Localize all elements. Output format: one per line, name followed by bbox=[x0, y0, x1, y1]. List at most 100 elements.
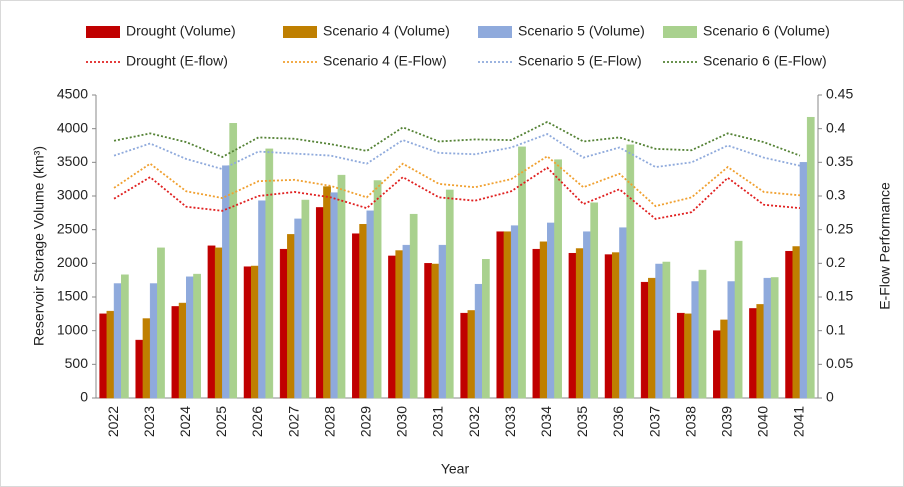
x-tick-label: 2035 bbox=[574, 406, 590, 437]
y-tick-label: 1500 bbox=[57, 288, 88, 304]
y2-tick-label: 0.15 bbox=[826, 288, 853, 304]
bar bbox=[178, 302, 187, 399]
y-tick-label: 0 bbox=[80, 389, 88, 405]
bar bbox=[431, 263, 440, 399]
x-tick-label: 2040 bbox=[755, 406, 771, 437]
bar bbox=[510, 225, 519, 399]
bar bbox=[655, 263, 664, 399]
y2-tick-label: 0.35 bbox=[826, 153, 853, 169]
line bbox=[113, 155, 801, 208]
bar bbox=[287, 234, 295, 399]
bar bbox=[720, 319, 729, 399]
bar bbox=[106, 310, 115, 399]
bar bbox=[142, 318, 151, 399]
bar bbox=[424, 263, 432, 399]
bar bbox=[785, 250, 793, 399]
x-tick-label: 2034 bbox=[538, 406, 554, 437]
bar bbox=[113, 283, 122, 399]
bar bbox=[149, 283, 158, 399]
legend-label: Scenario 4 (Volume) bbox=[323, 23, 450, 39]
bar bbox=[792, 246, 801, 399]
x-axis-label: Year bbox=[441, 461, 470, 477]
bar bbox=[243, 266, 252, 399]
y2-tick-label: 0.45 bbox=[826, 86, 853, 102]
x-tick-label: 2026 bbox=[249, 406, 265, 437]
legend-label: Scenario 4 (E-Flow) bbox=[323, 53, 447, 69]
y2-tick-label: 0 bbox=[826, 389, 834, 405]
bar bbox=[388, 255, 396, 399]
bar bbox=[799, 162, 808, 399]
y2-tick-label: 0.25 bbox=[826, 220, 853, 236]
line bbox=[113, 133, 801, 171]
bar bbox=[713, 330, 721, 399]
bar bbox=[402, 244, 411, 399]
y2-tick-label: 0.4 bbox=[826, 119, 846, 135]
x-tick-label: 2039 bbox=[718, 406, 734, 437]
bar bbox=[749, 308, 757, 399]
bar bbox=[186, 276, 194, 399]
y2-tick-label: 0.3 bbox=[826, 187, 846, 203]
bar bbox=[250, 265, 259, 399]
bar bbox=[474, 283, 483, 399]
bar bbox=[547, 222, 555, 399]
bar bbox=[496, 231, 505, 399]
legend-swatch bbox=[86, 26, 120, 38]
x-tick-label: 2023 bbox=[141, 406, 157, 437]
bar bbox=[554, 159, 562, 399]
legend-label: Scenario 6 (E-Flow) bbox=[703, 53, 827, 69]
x-tick-label: 2036 bbox=[610, 406, 626, 437]
bar bbox=[207, 245, 216, 399]
y-tick-label: 1000 bbox=[57, 321, 88, 337]
bar bbox=[301, 199, 310, 399]
y-tick-label: 3000 bbox=[57, 187, 88, 203]
bar bbox=[604, 254, 613, 399]
bar bbox=[359, 224, 367, 399]
legend-label: Scenario 5 (Volume) bbox=[518, 23, 645, 39]
bar bbox=[648, 277, 656, 399]
bar bbox=[806, 116, 815, 399]
bar bbox=[684, 313, 692, 399]
bar bbox=[135, 339, 144, 399]
x-tick-label: 2038 bbox=[682, 406, 698, 437]
legend-swatch bbox=[283, 26, 317, 38]
bar bbox=[279, 248, 288, 399]
bar bbox=[467, 310, 476, 399]
bar bbox=[99, 313, 108, 399]
x-tick-label: 2037 bbox=[646, 406, 662, 437]
bar bbox=[265, 148, 274, 399]
y2-tick-label: 0.1 bbox=[826, 321, 846, 337]
x-tick-label: 2033 bbox=[502, 406, 518, 437]
bar bbox=[590, 202, 599, 399]
bar bbox=[323, 186, 331, 399]
bar bbox=[698, 269, 707, 399]
bar bbox=[171, 306, 180, 399]
bar bbox=[222, 165, 230, 399]
bar bbox=[532, 248, 541, 399]
bar bbox=[460, 312, 469, 399]
bar bbox=[366, 210, 375, 399]
bar bbox=[770, 277, 779, 399]
bar bbox=[575, 248, 584, 399]
bar bbox=[330, 192, 339, 399]
y2-axis-label: E-Flow Performance bbox=[877, 182, 893, 310]
bar bbox=[662, 261, 671, 399]
bar bbox=[482, 259, 490, 399]
bar bbox=[337, 174, 346, 399]
bar bbox=[294, 218, 303, 399]
y-tick-label: 4000 bbox=[57, 119, 88, 135]
x-tick-label: 2028 bbox=[321, 406, 337, 437]
y-axis-label: Reservoir Storage Volume (km³) bbox=[31, 146, 47, 346]
legend-swatch bbox=[478, 26, 512, 38]
line bbox=[113, 166, 801, 220]
bar bbox=[568, 252, 577, 399]
y-tick-label: 4500 bbox=[57, 86, 88, 102]
x-tick-label: 2032 bbox=[466, 406, 482, 437]
bar bbox=[756, 304, 765, 399]
bar bbox=[763, 277, 772, 399]
y-tick-label: 2000 bbox=[57, 254, 88, 270]
bar bbox=[373, 180, 382, 399]
bar bbox=[445, 189, 454, 399]
bar bbox=[409, 213, 418, 399]
y-tick-label: 2500 bbox=[57, 220, 88, 236]
